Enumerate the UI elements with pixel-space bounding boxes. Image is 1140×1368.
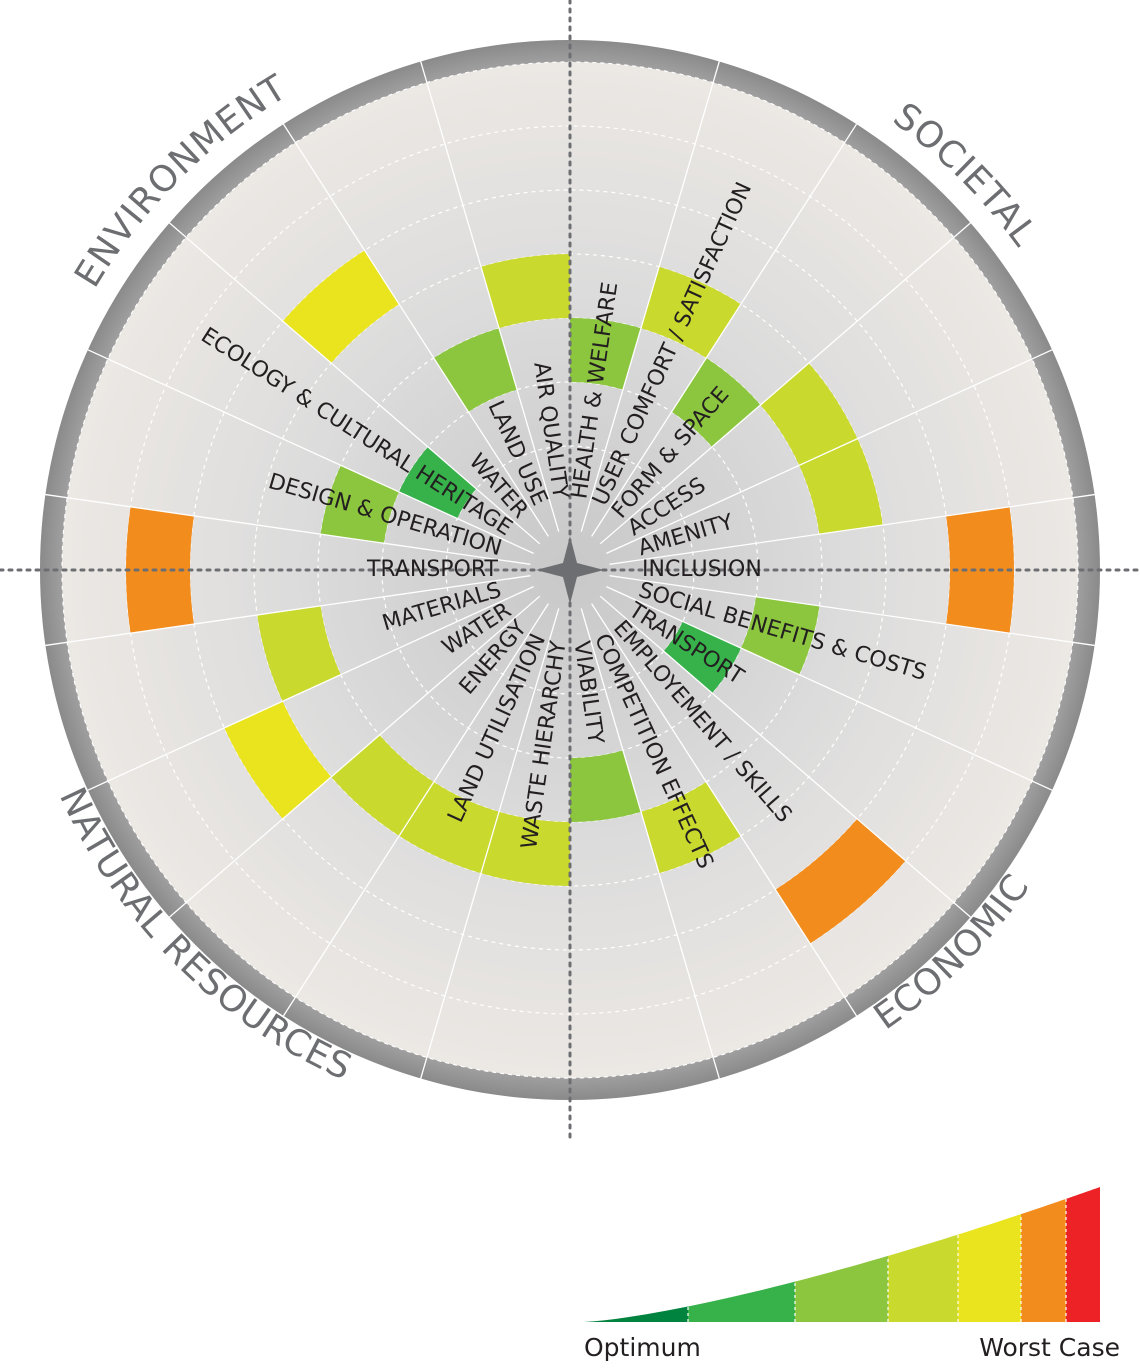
- bar-environment-design-operation: [320, 465, 399, 544]
- spoke-line: [420, 608, 560, 1079]
- spoke-line: [87, 349, 534, 554]
- spoke-line: [169, 222, 541, 545]
- legend-band-5: [958, 1214, 1021, 1322]
- spoke-line: [609, 493, 1095, 565]
- legend-band-2: [688, 1281, 795, 1322]
- center-compass-icon: [536, 536, 604, 604]
- spoke-line: [420, 61, 560, 532]
- spoke-line: [599, 595, 971, 918]
- bar-economic-viability: [570, 750, 641, 822]
- bar-environment-water: [282, 250, 400, 364]
- bar-societal-user-comfort-satisfaction: [640, 266, 741, 359]
- legend-band-1: [584, 1306, 688, 1322]
- bar-environment-transport: [126, 506, 194, 634]
- legend-band-3: [795, 1255, 888, 1322]
- spoke-line: [599, 222, 971, 545]
- bar-natural-resources-land-utilisation: [399, 781, 500, 874]
- bar-societal-amenity: [799, 438, 883, 535]
- bar-economic-social-benefits-costs: [741, 596, 820, 675]
- bar-societal-form-space: [671, 358, 761, 447]
- spoke-line: [282, 603, 549, 1017]
- spoke-line: [609, 575, 1095, 647]
- bar-societal-health-welfare: [570, 318, 641, 390]
- legend-band-7: [1066, 1187, 1100, 1322]
- spoke-line: [169, 595, 541, 918]
- spoke-line: [591, 123, 858, 537]
- bar-natural-resources-water: [224, 701, 332, 819]
- category-label-societal-inclusion: INCLUSION: [642, 557, 762, 582]
- spoke-line: [580, 608, 720, 1079]
- spoke-line: [45, 493, 531, 565]
- legend-band-4: [888, 1234, 958, 1322]
- spoke-line: [606, 349, 1053, 554]
- spoke-line: [591, 603, 858, 1017]
- bar-natural-resources-materials: [257, 605, 341, 702]
- spoke-line: [87, 586, 534, 791]
- bar-economic-employement-skills: [775, 818, 906, 944]
- bar-environment-air-quality: [480, 254, 570, 329]
- bar-environment-land-use: [433, 328, 518, 412]
- bar-natural-resources-waste-hierarchy: [480, 811, 570, 886]
- spoke-line: [282, 123, 549, 537]
- legend-band-6: [1021, 1198, 1066, 1322]
- category-label-environment-transport: TRANSPORT: [366, 557, 499, 582]
- spoke-line: [45, 575, 531, 647]
- bar-societal-access: [760, 363, 858, 466]
- bar-economic-competition-effects: [640, 781, 741, 874]
- spoke-line: [580, 61, 720, 532]
- bar-natural-resources-energy: [331, 735, 434, 836]
- spoke-line: [606, 586, 1053, 791]
